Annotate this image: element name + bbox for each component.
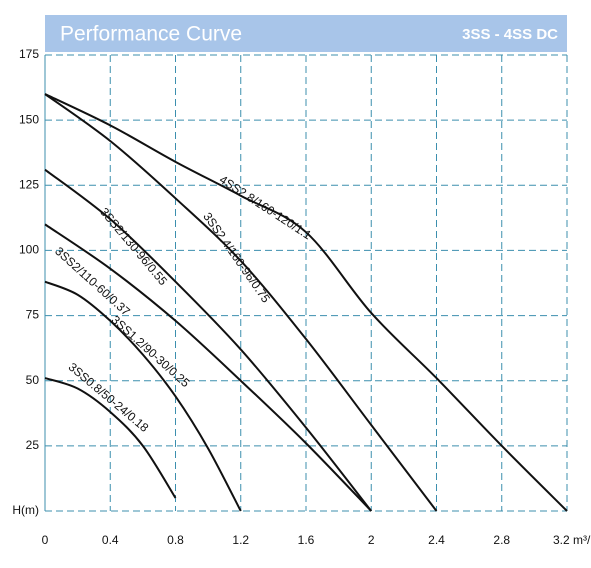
curve-label: 3SS2.4/160-96/0.75 bbox=[200, 210, 273, 306]
x-tick-label: 1.2 bbox=[232, 533, 249, 547]
x-tick-label: 1.6 bbox=[298, 533, 315, 547]
y-tick-label: 125 bbox=[19, 177, 39, 191]
curve bbox=[44, 377, 177, 499]
chart-subtitle: 3SS - 4SS DC bbox=[462, 26, 558, 43]
y-tick-label: 100 bbox=[19, 243, 39, 257]
y-tick-label: H(m) bbox=[12, 503, 39, 517]
header-band bbox=[45, 15, 567, 52]
y-tick-label: 25 bbox=[26, 438, 40, 452]
x-tick-label: 0 bbox=[42, 533, 49, 547]
y-tick-label: 175 bbox=[19, 47, 39, 61]
x-tick-label: 3.2 m³/h bbox=[553, 533, 591, 547]
curve bbox=[44, 168, 373, 512]
curve-label: 3SS2/130-96/0.55 bbox=[97, 205, 170, 288]
curve bbox=[44, 93, 438, 512]
curve-label: 4SS2.8/160-120/1.1 bbox=[217, 172, 314, 242]
y-tick-label: 150 bbox=[19, 112, 39, 126]
x-tick-label: 2.4 bbox=[428, 533, 445, 547]
x-tick-label: 2.8 bbox=[493, 533, 510, 547]
curve bbox=[44, 93, 568, 512]
curve-label: 3SS0.8/50-24/0.18 bbox=[66, 360, 152, 435]
x-tick-label: 0.8 bbox=[167, 533, 184, 547]
chart-title: Performance Curve bbox=[60, 23, 242, 46]
y-tick-label: 50 bbox=[26, 373, 40, 387]
x-tick-label: 2 bbox=[368, 533, 375, 547]
x-tick-label: 0.4 bbox=[102, 533, 119, 547]
curve bbox=[44, 280, 242, 512]
y-tick-label: 75 bbox=[26, 308, 40, 322]
curve bbox=[44, 223, 372, 512]
